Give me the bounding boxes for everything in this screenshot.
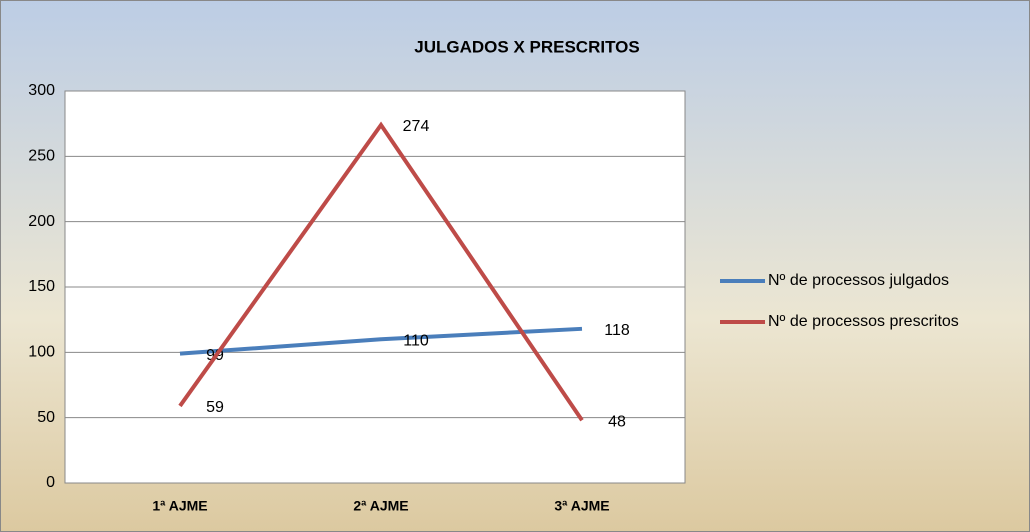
y-tick-label: 50 (37, 409, 55, 426)
y-tick-label: 250 (28, 148, 55, 165)
series-line (179, 326, 583, 356)
data-label: 274 (403, 118, 430, 135)
y-tick-label: 200 (28, 213, 55, 230)
y-tick-label: 300 (28, 82, 55, 99)
x-tick-label: 1ª AJME (152, 498, 207, 514)
x-tick-label: 2ª AJME (353, 498, 408, 514)
data-label: 118 (604, 322, 630, 339)
y-tick-label: 150 (28, 278, 55, 295)
legend-label: Nº de processos julgados (768, 272, 949, 289)
data-label: 59 (206, 399, 224, 416)
data-label: 48 (608, 413, 626, 430)
x-tick-label: 3ª AJME (554, 498, 609, 514)
chart-title: JULGADOS X PRESCRITOS (414, 37, 639, 56)
series-line (178, 121, 584, 422)
y-tick-label: 0 (46, 474, 55, 491)
y-tick-label: 100 (28, 344, 55, 361)
data-label: 110 (403, 332, 429, 349)
legend-label: Nº de processos prescritos (768, 313, 959, 330)
